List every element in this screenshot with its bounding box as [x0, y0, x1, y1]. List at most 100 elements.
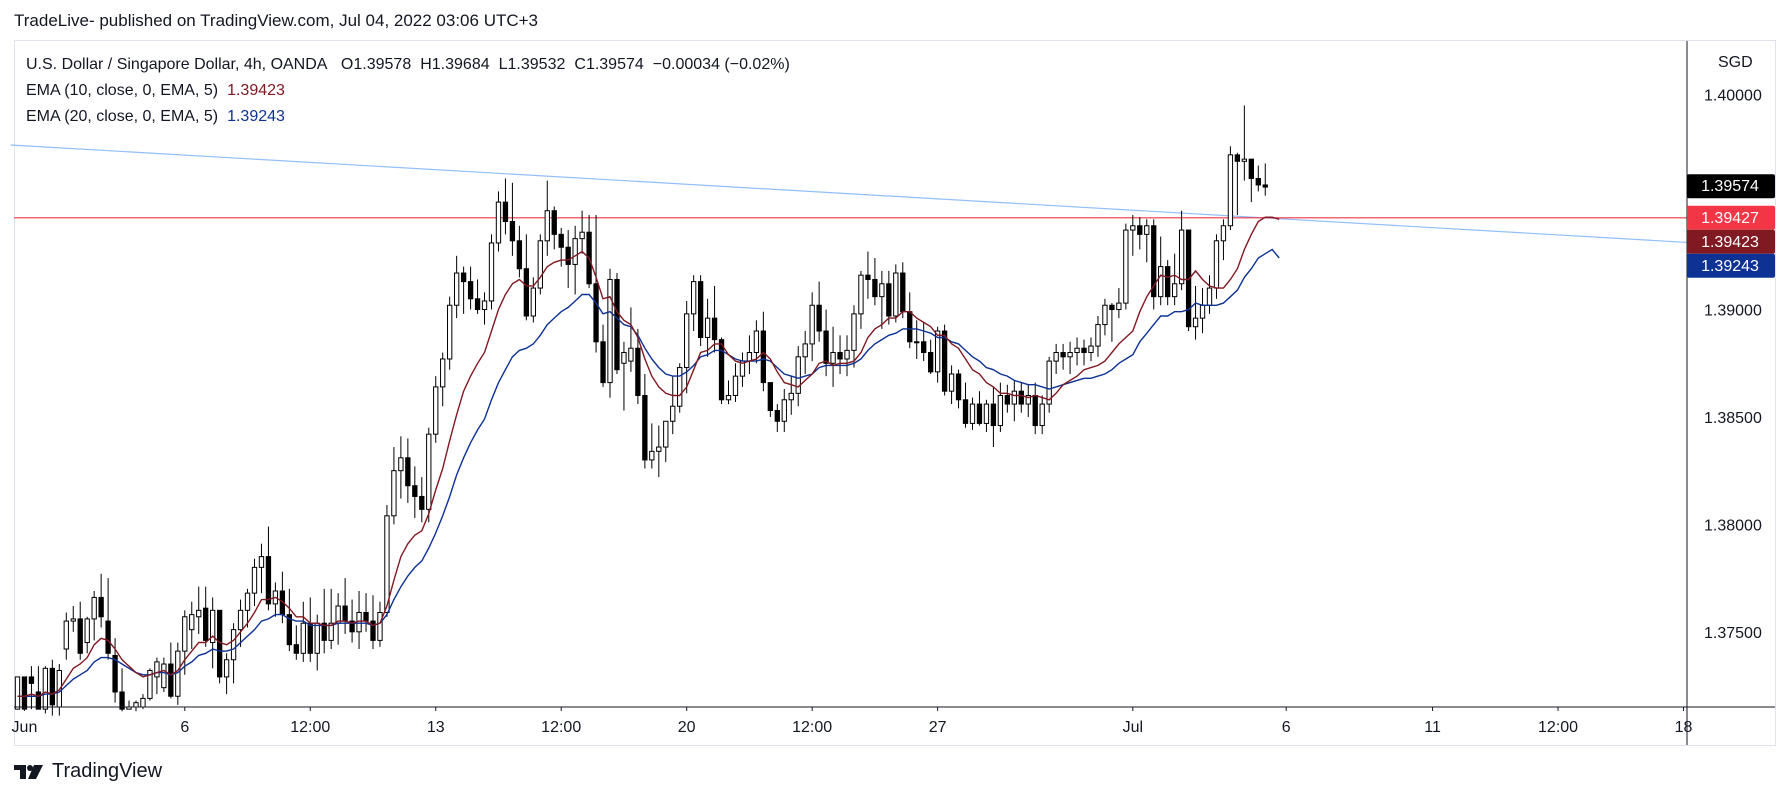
- price-label-ema20-box: [1687, 253, 1775, 278]
- candle-up: [1074, 347, 1080, 354]
- candle-down: [1185, 229, 1192, 328]
- candle-down: [718, 339, 725, 401]
- candle-up: [1123, 229, 1129, 304]
- candle-down: [635, 347, 641, 396]
- candle-up: [1171, 283, 1178, 298]
- candle-down: [412, 485, 418, 497]
- candle-down: [1004, 394, 1011, 405]
- candle-up: [753, 330, 760, 354]
- candle-down: [928, 352, 934, 373]
- price-label-last-box: [1687, 174, 1775, 199]
- x-tick-label: 18: [1675, 719, 1693, 736]
- candle-down: [990, 403, 997, 427]
- price-label-ema10: 1.39423: [1701, 234, 1759, 251]
- candle-down: [1262, 184, 1268, 188]
- candle-up: [1192, 317, 1199, 328]
- candle-up: [481, 300, 488, 311]
- x-tick-label: 27: [929, 719, 947, 736]
- candle-down: [1018, 390, 1024, 405]
- legend-ema20-label: EMA (20, close, 0, EMA, 5): [26, 108, 219, 125]
- legend-change: −0.00034 (−0.02%): [652, 56, 790, 73]
- candle-down: [363, 611, 369, 622]
- chart-frame: [14, 40, 1776, 746]
- y-tick-label: 1.39000: [1704, 303, 1762, 320]
- legend-ema10-label: EMA (10, close, 0, EMA, 5): [26, 82, 219, 99]
- candle-up: [1025, 394, 1031, 405]
- candle-up: [161, 663, 167, 689]
- x-tick-label: 12:00: [290, 719, 330, 736]
- candle-up: [196, 609, 202, 618]
- legend-ema20-row[interactable]: EMA (20, close, 0, EMA, 5) 1.39243: [26, 104, 808, 130]
- candle-up: [1095, 324, 1101, 347]
- candle-up: [488, 242, 495, 302]
- y-tick-label: 1.40000: [1704, 88, 1762, 105]
- candle-down: [593, 283, 599, 343]
- candle-up: [230, 629, 237, 661]
- x-tick-label: Jul: [1123, 719, 1143, 736]
- candle-down: [962, 399, 969, 424]
- candle-up: [844, 349, 850, 360]
- candle-down: [1165, 266, 1171, 298]
- candle-up: [258, 556, 265, 568]
- candle-down: [551, 210, 557, 235]
- candle-up: [1158, 266, 1164, 298]
- candle-down: [955, 373, 962, 401]
- candle-down: [168, 663, 174, 697]
- candle-down: [837, 352, 843, 360]
- candle-up: [433, 386, 439, 435]
- candle-down: [35, 691, 42, 710]
- candle-up: [732, 375, 739, 396]
- ema10-line: [17, 216, 1280, 698]
- candle-up: [725, 394, 732, 401]
- candle-down: [614, 278, 620, 371]
- price-label-last: 1.39574: [1701, 178, 1759, 195]
- candle-down: [516, 240, 523, 270]
- x-tick-label: 12:00: [792, 719, 832, 736]
- candle-up: [1130, 225, 1136, 231]
- candle-up: [621, 352, 627, 364]
- legend-ohlc: O1.39578 H1.39684 L1.39532 C1.39574 −0.00034…: [341, 56, 799, 73]
- price-label-horizontal: 1.39427: [1701, 210, 1759, 227]
- candle-up: [997, 394, 1004, 427]
- x-tick-label: Jun: [12, 719, 38, 736]
- legend-symbol[interactable]: U.S. Dollar / Singapore Dollar, 4h, OAND…: [26, 56, 328, 73]
- candle-down: [976, 403, 983, 424]
- candle-down: [105, 620, 111, 654]
- candle-up: [210, 609, 216, 644]
- candle-up: [656, 446, 662, 452]
- legend-ema10-row[interactable]: EMA (10, close, 0, EMA, 5) 1.39423: [26, 78, 808, 104]
- candle-up: [537, 240, 543, 289]
- x-tick-label: 6: [1282, 719, 1291, 736]
- candle-up: [244, 592, 251, 611]
- x-tick-label: 6: [180, 719, 189, 736]
- candle-up: [948, 373, 955, 392]
- candle-down: [1060, 352, 1066, 358]
- legend-ema10-value: 1.39423: [227, 82, 285, 99]
- candle-down: [865, 274, 871, 280]
- candle-up: [147, 669, 153, 699]
- y-tick-label: 1.37500: [1704, 625, 1762, 642]
- legend-close: 1.39574: [585, 56, 644, 73]
- candle-down: [419, 495, 425, 510]
- candle-down: [600, 341, 606, 384]
- tradingview-brand[interactable]: TradingView: [14, 760, 162, 783]
- candle-up: [607, 278, 613, 384]
- candle-down: [342, 605, 348, 622]
- candle-up: [746, 352, 753, 362]
- legend-ema20-value: 1.39243: [227, 108, 285, 125]
- price-labels-layer: 1.39574 1.39427 1.39423 1.39243: [1687, 174, 1775, 278]
- candle-up: [140, 697, 146, 708]
- candle-up: [1199, 304, 1206, 319]
- tradingview-logo-icon: [14, 764, 43, 779]
- candle-down: [823, 330, 829, 364]
- candle-down: [98, 596, 104, 618]
- candle-up: [579, 231, 585, 240]
- candle-down: [405, 457, 411, 487]
- candle-up: [237, 609, 244, 631]
- legend-low: 1.39532: [507, 56, 566, 73]
- candle-up: [70, 618, 76, 622]
- candle-up: [1116, 302, 1122, 311]
- candle-down: [558, 233, 564, 248]
- candle-down: [1151, 225, 1157, 298]
